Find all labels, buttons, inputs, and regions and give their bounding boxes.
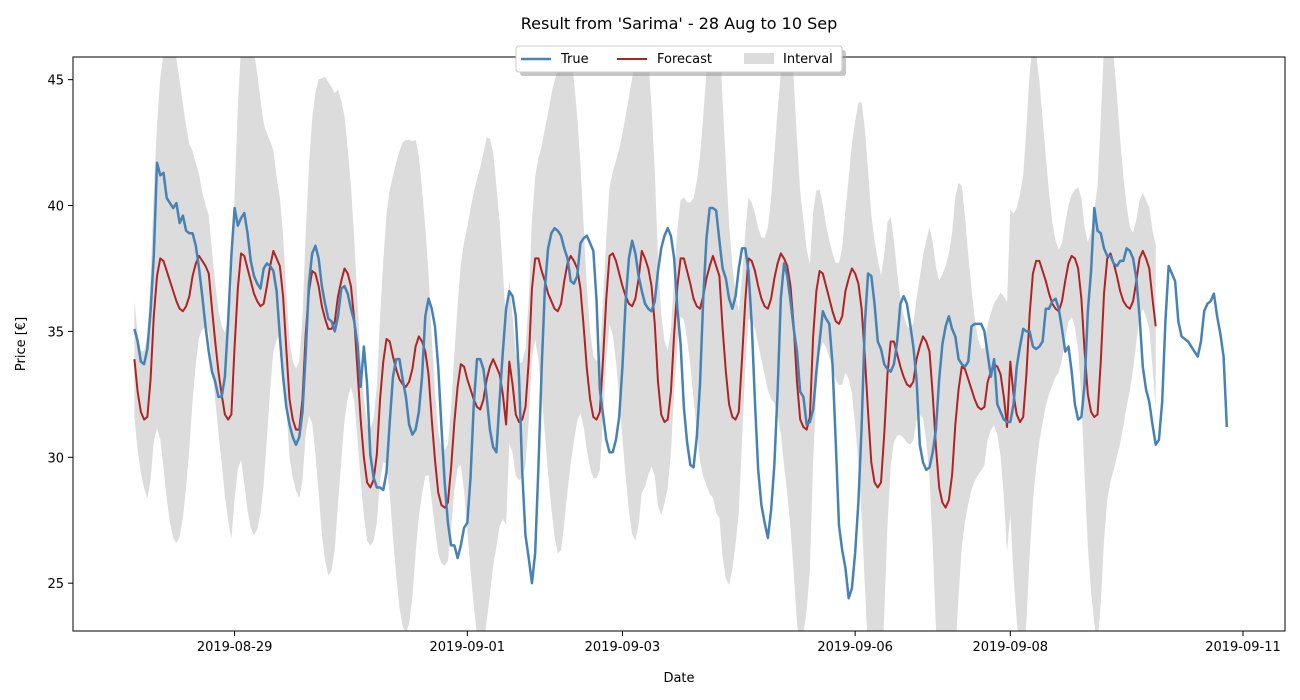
x-axis: 2019-08-29 2019-09-01 2019-09-03 2019-09-06… bbox=[197, 631, 1281, 655]
y-tick-label: 35 bbox=[47, 325, 64, 340]
x-tick-label: 2019-09-03 bbox=[585, 640, 661, 655]
x-tick-label: 2019-08-29 bbox=[197, 640, 273, 655]
y-tick-label: 25 bbox=[47, 577, 64, 592]
chart-title: Result from 'Sarima' - 28 Aug to 10 Sep bbox=[521, 14, 837, 33]
x-axis-label: Date bbox=[663, 671, 694, 686]
true-series-line bbox=[133, 161, 1229, 600]
legend: True Forecast Interval bbox=[515, 45, 846, 76]
plot-area bbox=[133, 57, 1229, 631]
legend-true-label: True bbox=[560, 52, 589, 67]
y-axis: 25 30 35 40 45 bbox=[47, 74, 73, 592]
y-axis-label: Price [€] bbox=[14, 317, 29, 371]
interval-band bbox=[134, 57, 1156, 631]
legend-interval-label: Interval bbox=[783, 52, 833, 67]
x-tick-label: 2019-09-06 bbox=[817, 640, 893, 655]
x-tick-label: 2019-09-11 bbox=[1205, 640, 1281, 655]
x-tick-label: 2019-09-08 bbox=[972, 640, 1048, 655]
legend-interval-swatch bbox=[744, 53, 774, 64]
legend-forecast-label: Forecast bbox=[657, 52, 712, 67]
y-tick-label: 30 bbox=[47, 451, 64, 466]
x-tick-label: 2019-09-01 bbox=[430, 640, 506, 655]
y-tick-label: 45 bbox=[47, 74, 64, 89]
y-tick-label: 40 bbox=[47, 200, 64, 215]
